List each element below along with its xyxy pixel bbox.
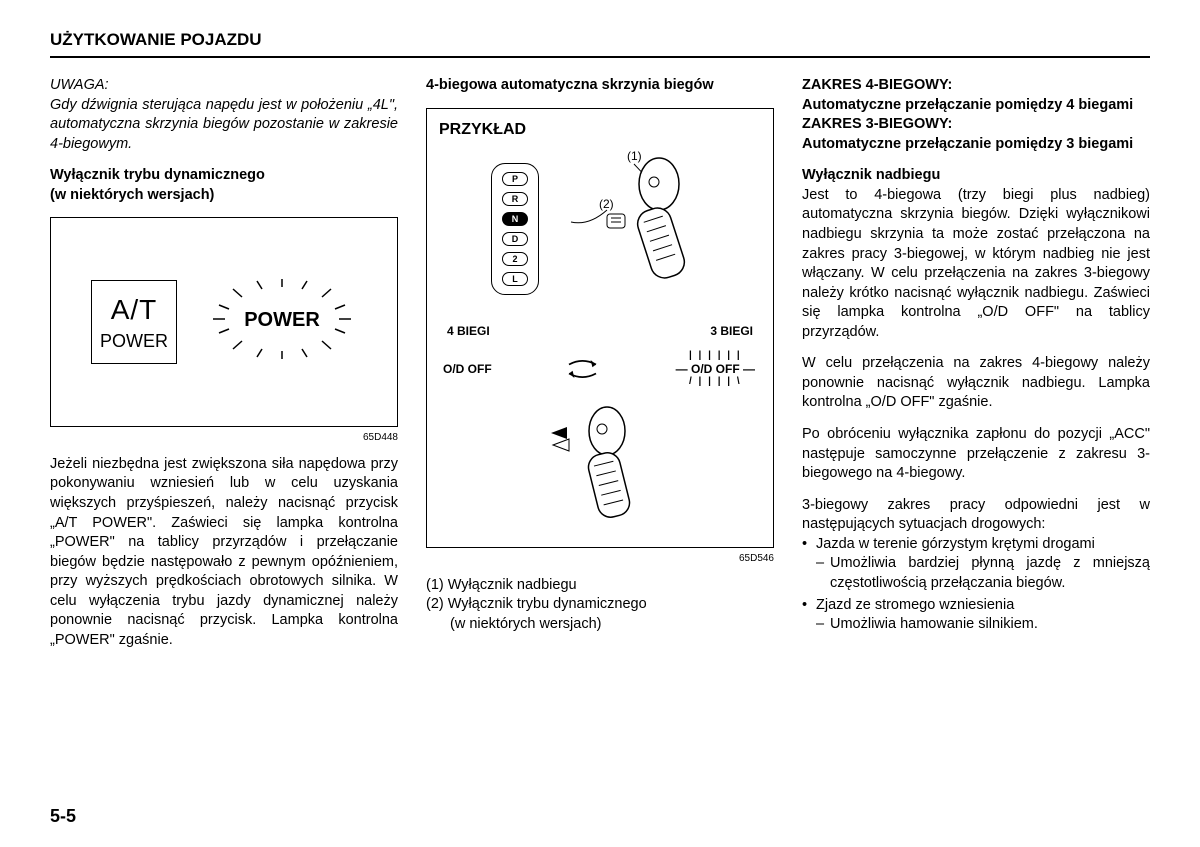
bullet-2-text: Zjazd ze stromego wzniesienia [816,597,1014,613]
gear-l: L [502,272,528,286]
page-number: 5-5 [50,806,76,827]
at-power-button: A/T POWER [91,280,177,364]
gear-mode-labels: 4 BIEGI 3 BIEGI [447,323,753,339]
gearbox-title: 4-biegowa automatyczna skrzynia biegów [426,76,774,96]
note-label: UWAGA: [50,77,109,93]
overdrive-p2: W celu przełączenia na zakres 4-biegowy … [802,354,1150,413]
range4-body: Automatyczne przełączanie pomiędzy 4 bie… [802,96,1150,116]
shifter-callouts: (1) (2) [559,146,709,313]
content-columns: UWAGA: Gdy dźwignia sterująca napędu jes… [50,76,1150,651]
bullet-1: Jazda w terenie górzystym krętymi drogam… [802,535,1150,594]
legend-1: (1) Wyłącznik nadbiegu [426,576,774,596]
range3-head: ZAKRES 3-BIEGOWY: [802,115,1150,135]
power-burst-indicator: POWER [207,279,357,366]
example-label: PRZYKŁAD [439,119,761,141]
figure-ref-1: 65D448 [50,431,398,445]
od-toggle-row: O/D OFF | | | | | | — O/D OFF — / | | | … [443,347,757,391]
at-label-top: A/T [100,291,168,329]
switch-title-2: (w niektórych wersjach) [50,186,398,206]
svg-text:(2): (2) [599,197,614,211]
overdrive-switch-head: Wyłącznik nadbiegu [802,166,1150,186]
gear-n: N [502,212,528,226]
overdrive-p4: 3-biegowy zakres pracy odpowiedni jest w… [802,496,1150,535]
label-3gear: 3 BIEGI [710,323,753,339]
od-off-left: O/D OFF [443,361,492,377]
range4-head: ZAKRES 4-BIEGOWY: [802,76,1150,96]
od-off-right-glow: | | | | | | — O/D OFF — / | | | | \ [674,347,757,391]
gear-shifter-diagram: P R N D 2 L (1) (2) [439,146,761,313]
label-4gear: 4 BIEGI [447,323,490,339]
gear-r: R [502,192,528,206]
situations-list: Jazda w terenie górzystym krętymi drogam… [802,535,1150,635]
figure-gearbox: PRZYKŁAD P R N D 2 L (1) (2) [426,108,774,549]
overdrive-p1: Jest to 4-biegowa (trzy biegi plus nadbi… [802,186,1150,343]
legend-2: (2) Wyłącznik trybu dynamicznego [426,595,774,615]
bullet-1-text: Jazda w terenie górzystym krętymi drogam… [816,536,1095,552]
at-label-bottom: POWER [100,329,168,353]
bullet-1-sub: Umożliwia bardziej płynną jazdę z mniejs… [816,554,1150,593]
figure-power-switch: A/T POWER POWER [50,217,398,427]
shifter-press-diagram [439,403,761,533]
range3-body: Automatyczne przełączanie pomiędzy 3 bie… [802,135,1150,155]
gear-p: P [502,172,528,186]
overdrive-p3: Po obróceniu wyłącznika zapłonu do pozyc… [802,425,1150,484]
od-off-right-text: O/D OFF [691,362,740,376]
column-middle: 4-biegowa automatyczna skrzynia biegów P… [426,76,774,651]
figure-legend: (1) Wyłącznik nadbiegu (2) Wyłącznik try… [426,576,774,635]
power-burst-text: POWER [244,309,320,331]
gear-d: D [502,232,528,246]
bullet-2: Zjazd ze stromego wzniesienia Umożliwia … [802,596,1150,635]
swap-arrows-icon [560,354,605,384]
power-mode-body: Jeżeli niezbędna jest zwiększona siła na… [50,455,398,651]
page-header: UŻYTKOWANIE POJAZDU [50,30,1150,58]
svg-text:(1): (1) [627,149,642,163]
column-left: UWAGA: Gdy dźwignia sterująca napędu jes… [50,76,398,651]
column-right: ZAKRES 4-BIEGOWY: Automatyczne przełącza… [802,76,1150,651]
figure-ref-2: 65D546 [426,552,774,566]
note-body: Gdy dźwignia sterująca napędu jest w poł… [50,97,398,152]
bullet-2-sub: Umożliwia hamowanie silnikiem. [816,615,1150,635]
note-block: UWAGA: Gdy dźwignia sterująca napędu jes… [50,76,398,154]
legend-2b: (w niektórych wersjach) [426,615,774,635]
gear-2: 2 [502,252,528,266]
switch-title-1: Wyłącznik trybu dynamicznego [50,166,398,186]
gear-selector-panel: P R N D 2 L [491,163,539,295]
